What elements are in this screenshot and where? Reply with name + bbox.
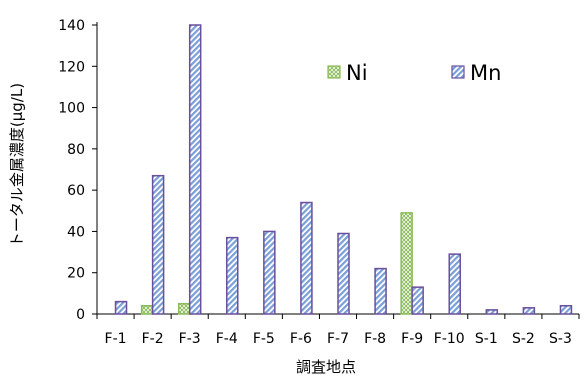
bar-mn — [264, 231, 275, 314]
legend-label-ni: Ni — [346, 61, 368, 85]
legend: Ni Mn — [328, 61, 501, 85]
x-tick-label: S-2 — [512, 331, 535, 347]
bar-mn — [412, 287, 423, 314]
bar-mn — [227, 238, 238, 314]
bar-mn — [375, 269, 386, 314]
legend-swatch-mn — [452, 66, 464, 78]
y-tick-label: 60 — [67, 183, 85, 199]
x-tick-label: F-6 — [290, 331, 312, 347]
x-tick-label: F-8 — [364, 331, 386, 347]
y-tick-label: 20 — [67, 266, 85, 282]
y-tick-label: 100 — [58, 101, 85, 117]
bar-mn — [338, 233, 349, 314]
bar-mn — [560, 306, 571, 314]
x-tick-label: F-2 — [142, 331, 164, 347]
y-tick-label: 0 — [76, 307, 85, 323]
bar-mn — [153, 176, 164, 314]
bar-ni — [142, 306, 153, 314]
bar-ni — [401, 213, 412, 314]
x-tick-label: F-10 — [434, 331, 465, 347]
x-axis-title: 調査地点 — [296, 358, 356, 376]
bar-mn — [190, 25, 201, 314]
x-tick-label: F-3 — [179, 331, 201, 347]
x-tick-label: S-1 — [475, 331, 498, 347]
legend-swatch-ni — [328, 66, 340, 78]
x-tick-label: F-9 — [401, 331, 423, 347]
y-axis-title: トータル金属濃度(μg/L) — [8, 83, 26, 247]
y-tick-label: 120 — [58, 59, 85, 75]
bar-mn — [486, 310, 497, 314]
bar-mn — [523, 308, 534, 314]
y-tick-label: 140 — [58, 18, 85, 34]
bar-mn — [449, 254, 460, 314]
y-tick-label: 40 — [67, 224, 85, 240]
bar-mn — [301, 203, 312, 314]
x-tick-label: F-5 — [253, 331, 275, 347]
x-tick-label: F-4 — [216, 331, 238, 347]
bar-ni — [179, 304, 190, 314]
legend-label-mn: Mn — [470, 61, 501, 85]
x-tick-label: F-1 — [105, 331, 127, 347]
y-tick-label: 80 — [67, 142, 85, 158]
x-tick-label: F-7 — [327, 331, 349, 347]
x-tick-label: S-3 — [549, 331, 572, 347]
bar-mn — [116, 302, 127, 314]
